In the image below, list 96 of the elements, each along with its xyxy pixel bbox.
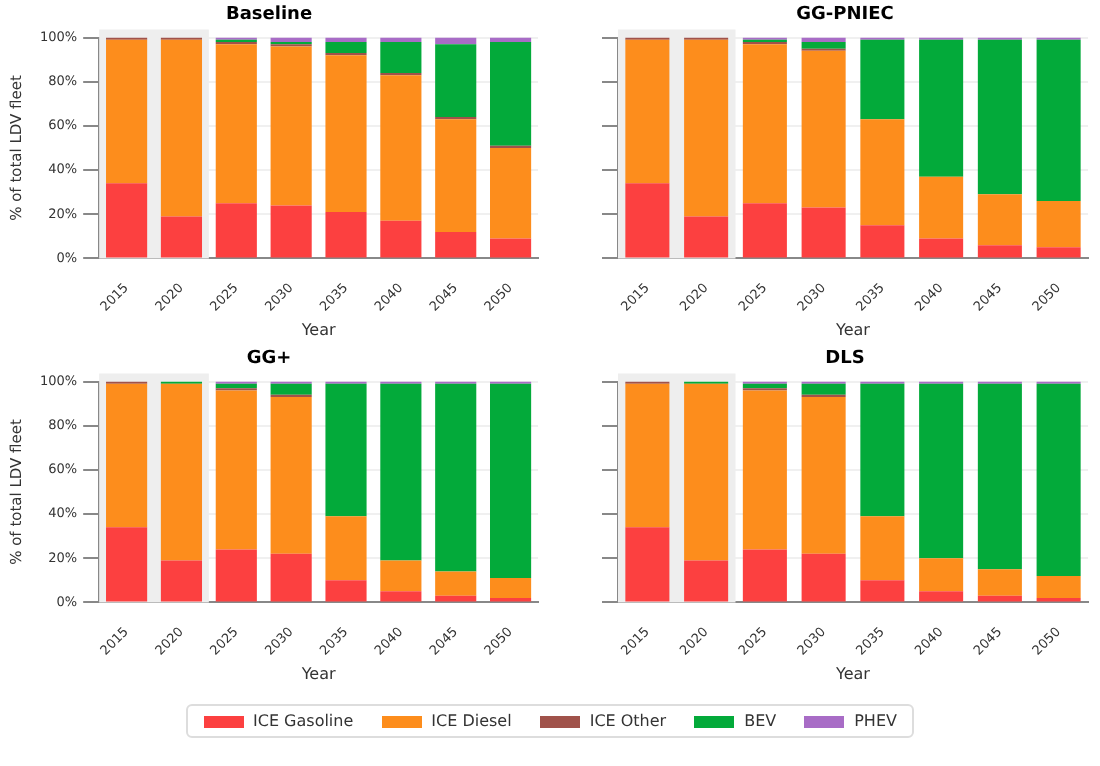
bar (860, 39, 905, 120)
bar (977, 194, 1022, 246)
bar (325, 55, 367, 213)
bar (106, 527, 148, 602)
bar (325, 383, 367, 517)
bar (977, 383, 1022, 570)
bar (919, 238, 964, 258)
bar (625, 183, 670, 258)
bar (270, 383, 312, 395)
bar (380, 591, 422, 602)
bar (801, 397, 846, 554)
bar (919, 39, 964, 177)
bar (270, 397, 312, 554)
chart-title: GG+ (246, 349, 292, 370)
x-axis-title: Year (834, 664, 872, 683)
bar (742, 44, 787, 204)
bar (380, 220, 422, 258)
legend-label: ICE Other (589, 712, 667, 730)
x-axis-title: Year (834, 320, 872, 339)
bar (742, 549, 787, 602)
chart-title: Baseline (225, 5, 313, 26)
x-axis-title: Year (299, 664, 337, 683)
bar (742, 203, 787, 258)
bar (160, 560, 203, 602)
bar (1036, 575, 1081, 598)
legend-label: ICE Gasoline (253, 712, 354, 730)
bar (325, 580, 367, 602)
bar (325, 516, 367, 581)
bar (919, 176, 964, 239)
bar (435, 571, 477, 596)
bar (490, 578, 532, 598)
bar (490, 238, 532, 258)
bar (215, 549, 257, 602)
bar (801, 553, 846, 602)
bar (801, 37, 846, 43)
bar (490, 42, 532, 146)
bar (860, 383, 905, 517)
legend-label: ICE Diesel (431, 712, 512, 730)
bar (380, 560, 422, 592)
bar (625, 383, 670, 528)
bar (325, 37, 367, 43)
bar (435, 231, 477, 258)
bar (625, 39, 670, 184)
legend-label: PHEV (854, 712, 897, 730)
bar (325, 42, 367, 54)
bar (801, 50, 846, 208)
legend-label: BEV (744, 712, 777, 730)
bar (919, 558, 964, 592)
bar (919, 383, 964, 559)
bar (380, 75, 422, 221)
bar (860, 580, 905, 602)
bar (919, 591, 964, 602)
bar (684, 560, 729, 602)
bar (380, 37, 422, 43)
chart-title: GG-PNIEC (796, 5, 895, 26)
bar (106, 183, 148, 258)
bar (215, 383, 257, 389)
bar (860, 516, 905, 581)
bar (625, 527, 670, 602)
bar (860, 225, 905, 258)
chart-title: DLS (825, 349, 865, 370)
bar (1036, 200, 1081, 248)
bar (1036, 247, 1081, 258)
x-axis-title: Year (299, 320, 337, 339)
bar (325, 212, 367, 258)
bar (742, 383, 787, 389)
bar (684, 216, 729, 258)
bar (160, 216, 203, 258)
bar (742, 390, 787, 550)
bar (801, 207, 846, 258)
bar (270, 46, 312, 206)
bar (380, 383, 422, 561)
bar (215, 203, 257, 258)
bar (977, 245, 1022, 258)
bar (490, 383, 532, 579)
bar (215, 44, 257, 204)
bar (435, 119, 477, 232)
bar (977, 39, 1022, 195)
bar (1036, 39, 1081, 201)
bar (106, 383, 148, 528)
bar (106, 39, 148, 184)
bar (435, 37, 477, 45)
bar (435, 383, 477, 572)
bar (1036, 383, 1081, 576)
bar (270, 553, 312, 602)
bar (270, 205, 312, 258)
bar (977, 569, 1022, 596)
bar (490, 147, 532, 239)
bar (801, 42, 846, 49)
bar (380, 42, 422, 73)
bar (801, 383, 846, 395)
bar (270, 37, 312, 43)
bar (435, 44, 477, 118)
bar (860, 119, 905, 226)
bar (215, 390, 257, 550)
bar (490, 37, 532, 43)
